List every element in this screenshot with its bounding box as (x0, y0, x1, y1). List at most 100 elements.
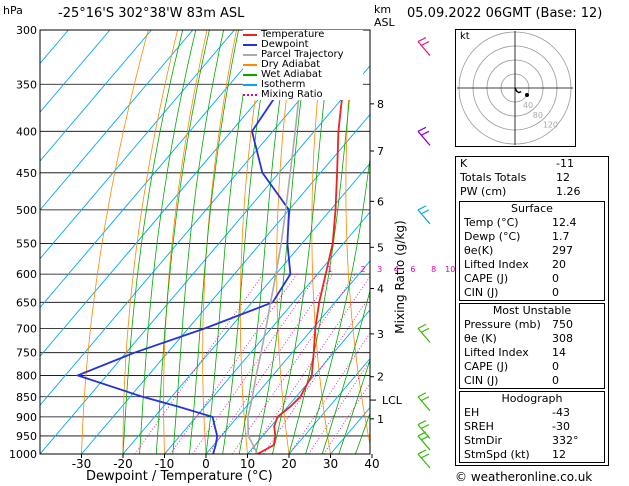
legend-entry: Dry Adiabat (243, 60, 363, 70)
km-tick-label-1: 1 (377, 413, 384, 426)
km-axis-label: km (374, 3, 392, 16)
hodograph-unit: kt (460, 31, 470, 42)
legend-label: Dewpoint (261, 39, 309, 50)
wet-adiabat--8 (172, 30, 224, 454)
wind-barb (417, 431, 431, 451)
isotherm-0 (205, 260, 370, 454)
dry-adiabat--10 (163, 30, 208, 454)
mixing-ratio-label-1: 1 (327, 265, 332, 274)
hodograph-ring-label-120: 120 (543, 121, 558, 130)
wet-adiabat-4 (222, 30, 272, 454)
copyright: © weatheronline.co.uk (455, 470, 593, 484)
km-tick-label-4: 4 (377, 282, 384, 295)
legend-label: Isotherm (261, 79, 306, 90)
km-tick-label-5: 5 (377, 241, 384, 254)
dry-adiabat--30 (81, 30, 149, 454)
dry-adiabat-10 (239, 30, 267, 454)
legend-entry: Temperature (243, 30, 363, 40)
mixing-ratio-label-10: 10 (445, 265, 455, 274)
dry-adiabat--20 (122, 30, 178, 454)
legend-label: Wet Adiabat (261, 69, 322, 80)
x-tick-label: -30 (72, 457, 92, 471)
wet-adiabat-16 (272, 30, 333, 454)
x-tick-label: 0 (202, 457, 210, 471)
wet-adiabat-0 (205, 30, 255, 454)
mixing-ratio-10 (263, 295, 370, 454)
mixing-ratio-label-8: 8 (431, 265, 436, 274)
legend-swatch (243, 94, 257, 96)
wet-adiabat-12 (255, 30, 311, 454)
x-tick-label: 30 (323, 457, 338, 471)
mixing-ratio-8 (249, 275, 370, 454)
hodograph-box: Hodograph EH -43 SREH -30 StmDir 332° StmSp… (459, 391, 605, 463)
surface-box: Surface Temp (°C) 12.4 Dewp (°C) 1.7 θe(K)… (459, 201, 605, 301)
isotherm-20 (288, 358, 370, 454)
index-row-totals: Totals Totals 12 (460, 171, 570, 184)
x-tick-label: 20 (281, 457, 296, 471)
legend: Temperature Dewpoint Parcel Trajectory Dry … (243, 30, 363, 100)
wet-adiabat-28 (321, 288, 370, 454)
indices-table: K -11 Totals Totals 12 PW (cm) 1.26 Surface… (455, 156, 609, 466)
series-temperature (257, 30, 359, 454)
p-tick-label-450: 450 (16, 167, 37, 180)
dry-adiabat-20 (276, 30, 296, 454)
wind-barb (417, 205, 431, 225)
legend-swatch (243, 34, 257, 36)
legend-swatch (243, 74, 257, 76)
plot-frame (39, 29, 371, 455)
wet-adiabat-24 (305, 155, 370, 454)
wet-adiabat-8 (238, 30, 291, 454)
legend-label: Temperature (261, 29, 325, 40)
p-tick-label-1000: 1000 (9, 448, 37, 461)
wet-adiabat--20 (122, 30, 184, 454)
p-tick-label-800: 800 (16, 369, 37, 382)
hodograph-ring-label-80: 80 (533, 111, 543, 120)
km-tick-label-8: 8 (377, 98, 384, 111)
mixing-ratio-2 (170, 273, 298, 454)
legend-label: Parcel Trajectory (261, 49, 344, 60)
legend-swatch (243, 54, 257, 56)
x-tick-label: 10 (240, 457, 255, 471)
x-tick-label: 40 (364, 457, 379, 471)
legend-entry: Wet Adiabat (243, 70, 363, 80)
wet-adiabat--12 (155, 30, 210, 454)
isotherm--20 (122, 162, 370, 454)
legend-swatch (243, 84, 257, 86)
mixing-ratio-label-4: 4 (394, 265, 399, 274)
legend-label: Mixing Ratio (261, 89, 323, 100)
most-unstable-box: Most Unstable Pressure (mb) 750 θe (K) 308… (459, 303, 605, 389)
dry-adiabat-40 (345, 30, 370, 447)
mixing-ratio-6 (231, 273, 356, 454)
lcl-label: LCL (382, 394, 403, 407)
dry-adiabat-60 (411, 30, 455, 454)
series-dewpoint (75, 30, 292, 454)
p-tick-label-700: 700 (16, 322, 37, 335)
wind-barb (417, 449, 431, 469)
p-tick-label-900: 900 (16, 411, 37, 424)
wind-barb (417, 392, 431, 412)
km-tick-label-2: 2 (377, 371, 384, 384)
legend-entry: Parcel Trajectory (243, 50, 363, 60)
p-tick-label-750: 750 (16, 347, 37, 360)
dry-adiabat-130 (619, 30, 629, 454)
p-tick-label-550: 550 (16, 237, 37, 250)
datetime-title: 05.09.2022 06GMT (Base: 12) (407, 6, 603, 21)
asl-axis-label: ASL (374, 16, 395, 29)
legend-swatch (243, 64, 257, 66)
dry-adiabat-30 (311, 30, 331, 454)
dry-adiabat-0 (202, 30, 237, 454)
mixing-ratio-label-6: 6 (410, 265, 415, 274)
wet-adiabat-20 (288, 30, 358, 454)
hodograph-ring-label-40: 40 (523, 101, 533, 110)
p-tick-label-400: 400 (16, 125, 37, 138)
p-tick-label-950: 950 (16, 430, 37, 443)
p-tick-label-350: 350 (16, 78, 37, 91)
isotherm--110 (40, 30, 111, 113)
hodograph-trace (514, 87, 522, 94)
km-tick-label-3: 3 (377, 328, 384, 341)
mixing-ratio-15 (289, 332, 370, 454)
isotherm--10 (164, 211, 370, 454)
hpa-axis-label: hPa (3, 4, 23, 17)
